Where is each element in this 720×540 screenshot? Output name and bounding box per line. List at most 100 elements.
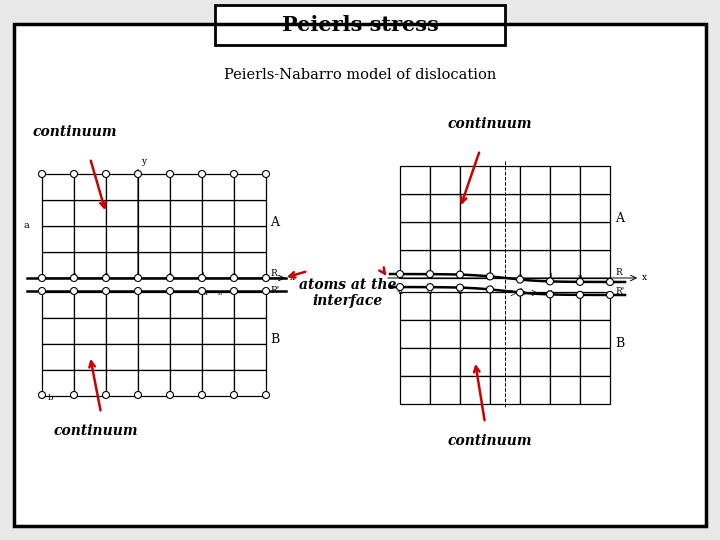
Text: atoms at the
interface: atoms at the interface: [300, 278, 397, 308]
Bar: [520, 348, 550, 376]
Bar: [550, 292, 580, 320]
Bar: [202, 252, 234, 278]
Bar: [106, 318, 138, 344]
Bar: [580, 376, 610, 404]
Bar: [460, 166, 490, 194]
Bar: [234, 200, 266, 226]
Bar: [400, 376, 430, 404]
Bar: [170, 370, 202, 396]
Circle shape: [71, 392, 78, 399]
Circle shape: [135, 392, 142, 399]
Bar: [400, 250, 430, 278]
Bar: [430, 320, 460, 348]
Bar: [400, 320, 430, 348]
Bar: [74, 292, 106, 318]
Text: -3: -3: [71, 272, 77, 280]
Bar: [138, 252, 170, 278]
Bar: [550, 348, 580, 376]
Bar: [202, 174, 234, 200]
Bar: [580, 166, 610, 194]
Bar: [138, 292, 170, 318]
Bar: [138, 370, 170, 396]
Bar: [106, 174, 138, 200]
Bar: [74, 226, 106, 252]
Bar: [490, 222, 520, 250]
Text: 2: 2: [232, 272, 236, 280]
Circle shape: [102, 274, 109, 281]
Circle shape: [71, 171, 78, 178]
Bar: [490, 166, 520, 194]
Bar: [460, 348, 490, 376]
Bar: [400, 194, 430, 222]
Bar: [42, 174, 74, 200]
Circle shape: [166, 274, 174, 281]
Bar: [170, 174, 202, 200]
Bar: [42, 252, 74, 278]
Text: n: n: [577, 273, 582, 281]
Bar: [202, 226, 234, 252]
Bar: [400, 292, 430, 320]
Bar: [42, 344, 74, 370]
Circle shape: [606, 292, 613, 299]
Bar: [490, 320, 520, 348]
Text: b: b: [48, 394, 53, 402]
Bar: [42, 370, 74, 396]
Text: R: R: [615, 268, 622, 277]
Bar: [580, 194, 610, 222]
Bar: [520, 292, 550, 320]
Bar: [42, 292, 74, 318]
Text: continuum: continuum: [32, 125, 117, 139]
Circle shape: [71, 274, 78, 281]
Bar: [106, 292, 138, 318]
Text: Peierls-Nabarro model of dislocation: Peierls-Nabarro model of dislocation: [224, 68, 496, 82]
Circle shape: [230, 287, 238, 294]
Bar: [234, 226, 266, 252]
Text: -1: -1: [487, 288, 493, 296]
Circle shape: [230, 171, 238, 178]
Text: A: A: [615, 212, 624, 225]
Circle shape: [263, 287, 269, 294]
Text: R': R': [270, 286, 279, 295]
Bar: [170, 200, 202, 226]
Bar: [202, 370, 234, 396]
Circle shape: [397, 284, 403, 291]
Bar: [170, 318, 202, 344]
Text: continuum: continuum: [448, 117, 532, 131]
Bar: [74, 318, 106, 344]
Circle shape: [38, 392, 45, 399]
Text: -3: -3: [427, 288, 433, 296]
Bar: [550, 166, 580, 194]
Text: y: y: [141, 157, 146, 166]
Text: -2: -2: [102, 288, 109, 296]
Bar: [74, 252, 106, 278]
Bar: [234, 344, 266, 370]
Circle shape: [426, 271, 433, 278]
Text: -n: -n: [39, 288, 45, 296]
Circle shape: [456, 271, 464, 278]
Circle shape: [606, 279, 613, 286]
Bar: [138, 174, 170, 200]
Circle shape: [426, 284, 433, 291]
Circle shape: [516, 276, 523, 283]
Bar: [490, 194, 520, 222]
Circle shape: [263, 392, 269, 399]
Circle shape: [38, 171, 45, 178]
Circle shape: [397, 271, 403, 278]
Text: -n: -n: [397, 273, 403, 281]
Bar: [234, 292, 266, 318]
Text: continuum: continuum: [448, 434, 532, 448]
Text: 1: 1: [168, 288, 172, 296]
Bar: [520, 250, 550, 278]
Circle shape: [263, 171, 269, 178]
Text: 2: 2: [199, 288, 204, 296]
Circle shape: [487, 273, 493, 280]
Text: B: B: [615, 337, 624, 350]
Circle shape: [135, 287, 142, 294]
Bar: [430, 348, 460, 376]
Text: 1: 1: [199, 272, 204, 280]
Bar: [42, 200, 74, 226]
Text: -2: -2: [102, 272, 109, 280]
Text: x: x: [642, 273, 647, 282]
Text: B: B: [270, 333, 279, 346]
Bar: [138, 226, 170, 252]
